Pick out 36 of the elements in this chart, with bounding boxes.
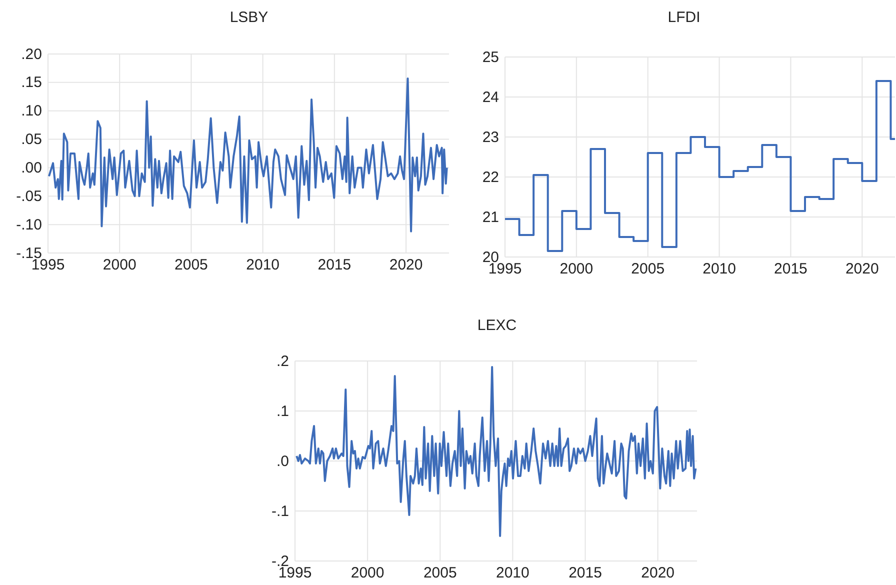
x-tick-label: 2015 bbox=[568, 564, 602, 582]
x-tick-label: 2005 bbox=[174, 256, 208, 274]
x-tick-label: 2020 bbox=[641, 564, 675, 582]
y-tick-label: -.1 bbox=[271, 502, 289, 520]
x-tick-label: 2010 bbox=[702, 260, 736, 278]
y-tick-label: .0 bbox=[276, 452, 289, 470]
x-tick-label: 2000 bbox=[102, 256, 136, 274]
chart-title: LFDI bbox=[668, 9, 700, 26]
y-tick-label: 23 bbox=[482, 128, 499, 146]
y-tick-label: .15 bbox=[21, 74, 42, 92]
y-tick-label: 22 bbox=[482, 168, 499, 186]
y-tick-label: 21 bbox=[482, 208, 499, 226]
line-series bbox=[296, 366, 697, 537]
y-tick-label: 25 bbox=[482, 48, 499, 66]
y-tick-label: .1 bbox=[276, 402, 289, 420]
y-tick-label: .05 bbox=[21, 131, 42, 148]
x-tick-label: 2010 bbox=[246, 256, 280, 274]
y-tick-label: 24 bbox=[482, 88, 499, 106]
y-tick-label: -.10 bbox=[16, 216, 42, 234]
x-tick-label: 2020 bbox=[389, 256, 423, 274]
x-tick-label: 2015 bbox=[774, 260, 808, 278]
x-tick-label: 2005 bbox=[423, 564, 457, 582]
x-tick-label: 2020 bbox=[845, 260, 879, 278]
y-tick-label: .2 bbox=[276, 352, 289, 370]
x-tick-label: 2010 bbox=[496, 564, 530, 582]
y-tick-label: .10 bbox=[21, 102, 42, 120]
y-tick-label: .00 bbox=[21, 160, 42, 177]
x-tick-label: 2000 bbox=[350, 564, 384, 582]
x-tick-label: 2005 bbox=[631, 260, 665, 278]
y-tick-label: -.05 bbox=[16, 188, 42, 205]
x-tick-label: 2000 bbox=[560, 260, 594, 278]
line-series bbox=[48, 77, 448, 232]
y-tick-label: .20 bbox=[21, 46, 42, 63]
chart-title: LSBY bbox=[230, 9, 268, 26]
chart-title: LEXC bbox=[477, 317, 517, 334]
x-tick-label: 2015 bbox=[318, 256, 352, 274]
